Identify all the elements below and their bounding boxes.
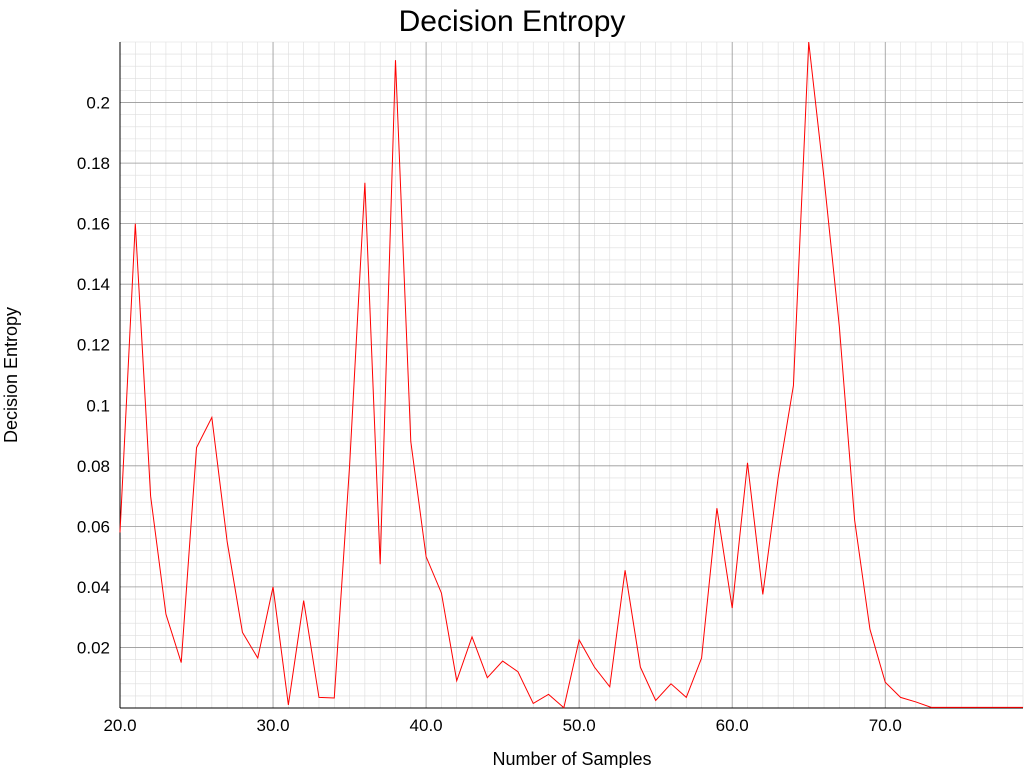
x-tick-label: 60.0 (716, 716, 749, 735)
y-tick-label: 0.14 (77, 275, 110, 294)
y-tick-label: 0.02 (77, 638, 110, 657)
major-gridlines (119, 42, 1023, 708)
y-tick-labels: 0.02 0.04 0.06 0.08 0.1 0.12 0.14 0.16 0.18 0.2 (77, 94, 110, 658)
x-tick-label: 20.0 (103, 716, 136, 735)
x-tick-labels: 20.0 30.0 40.0 50.0 60.0 70.0 (103, 716, 901, 735)
y-tick-label: 0.16 (77, 215, 110, 234)
y-tick-label: 0.12 (77, 336, 110, 355)
y-tick-label: 0.06 (77, 517, 110, 536)
x-axis-label: Number of Samples (492, 749, 651, 768)
y-tick-label: 0.04 (77, 578, 110, 597)
y-tick-label: 0.08 (77, 457, 110, 476)
series-line (119, 41, 1023, 709)
x-tick-label: 40.0 (410, 716, 443, 735)
y-axis-label: Decision Entropy (1, 307, 21, 443)
x-tick-label: 30.0 (257, 716, 290, 735)
minor-gridlines (119, 41, 1024, 708)
y-tick-label: 0.18 (77, 154, 110, 173)
axes (119, 42, 1023, 709)
y-tick-label: 0.2 (86, 94, 110, 113)
series-layer (119, 41, 1023, 709)
x-tick-label: 50.0 (563, 716, 596, 735)
x-tick-label: 70.0 (869, 716, 902, 735)
y-tick-label: 0.1 (86, 396, 110, 415)
chart-title: Decision Entropy (399, 5, 626, 38)
